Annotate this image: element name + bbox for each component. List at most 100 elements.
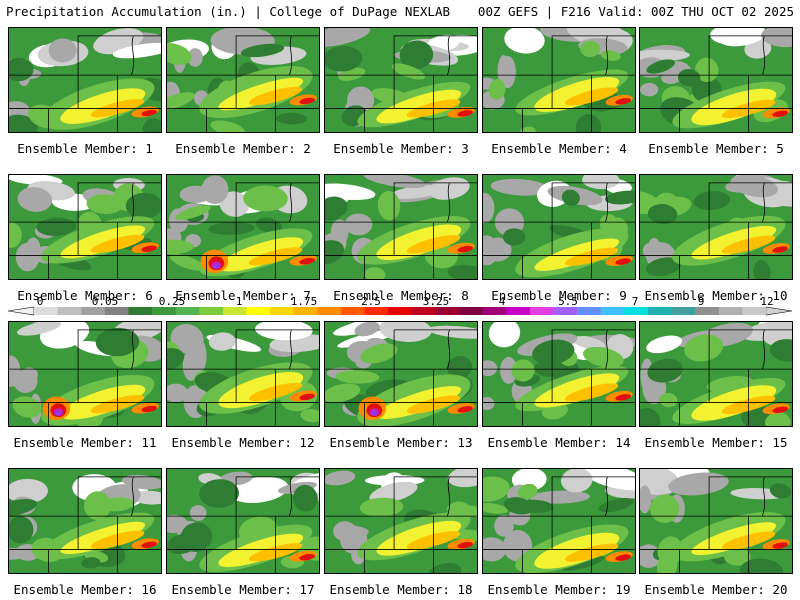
ensemble-member-map <box>324 321 478 427</box>
precip-map-graphic <box>325 28 477 132</box>
precip-map-graphic <box>483 175 635 279</box>
ensemble-member-label: Ensemble Member: 10 <box>644 288 788 303</box>
ensemble-member-label: Ensemble Member: 11 <box>13 435 157 450</box>
precip-map-graphic <box>640 322 792 426</box>
colorbar-swatch <box>340 307 365 315</box>
colorbar-swatch <box>577 307 602 315</box>
colorbar-tick-label: 12 <box>760 296 773 308</box>
ensemble-member-label: Ensemble Member: 20 <box>644 582 788 597</box>
ensemble-member-label: Ensemble Member: 16 <box>13 582 157 597</box>
ensemble-member-map <box>482 27 636 133</box>
colorbar-swatch <box>364 307 389 315</box>
precip-map-graphic <box>9 322 161 426</box>
colorbar-swatch <box>624 307 649 315</box>
colorbar-swatch <box>435 307 460 315</box>
ensemble-member-map <box>8 321 162 427</box>
ensemble-member-label: Ensemble Member: 19 <box>487 582 631 597</box>
colorbar-min-arrow <box>7 306 35 316</box>
colorbar-graphic: 0 0.05 0.25 1 1.75 2.5 3.25 4 5.5 7 9 12 <box>7 296 793 316</box>
colorbar-swatch <box>81 307 106 315</box>
colorbar-swatch <box>175 307 200 315</box>
colorbar-tick-label: 0.05 <box>92 296 119 308</box>
precip-map-graphic <box>325 175 477 279</box>
ensemble-member-map <box>8 468 162 574</box>
ensemble-member-label: Ensemble Member: 4 <box>491 141 627 156</box>
ensemble-member-label: Ensemble Member: 5 <box>648 141 784 156</box>
precip-map-graphic <box>640 175 792 279</box>
colorbar-swatch <box>482 307 507 315</box>
ensemble-member-map <box>166 468 320 574</box>
colorbar-swatch <box>529 307 554 315</box>
ensemble-member-map <box>482 468 636 574</box>
colorbar-swatch <box>671 307 696 315</box>
ensemble-member-label: Ensemble Member: 6 <box>17 288 153 303</box>
ensemble-member-map <box>639 174 793 280</box>
colorbar-tick-label: 0 <box>37 296 44 308</box>
colorbar-tick-label: 1.75 <box>291 296 318 308</box>
ensemble-member-label: Ensemble Member: 2 <box>175 141 311 156</box>
precip-map-graphic <box>167 175 319 279</box>
ensemble-member-map <box>639 321 793 427</box>
ensemble-member-map <box>639 468 793 574</box>
ensemble-member-map <box>166 321 320 427</box>
ensemble-member-label: Ensemble Member: 9 <box>491 288 627 303</box>
ensemble-member-map <box>8 174 162 280</box>
ensemble-member-map <box>482 321 636 427</box>
precip-colorbar: 0 0.05 0.25 1 1.75 2.5 3.25 4 5.5 7 9 12 <box>4 296 796 320</box>
colorbar-swatch <box>388 307 413 315</box>
ensemble-member-label: Ensemble Member: 3 <box>333 141 469 156</box>
ensemble-member-label: Ensemble Member: 13 <box>329 435 473 450</box>
colorbar-swatch <box>199 307 224 315</box>
precip-map-graphic <box>167 322 319 426</box>
ensemble-member-map <box>166 27 320 133</box>
ensemble-member-map <box>8 27 162 133</box>
model-run-valid-time: 00Z GEFS | F216 Valid: 00Z THU OCT 02 20… <box>477 4 794 19</box>
colorbar-swatch <box>293 307 318 315</box>
colorbar-tick-label: 3.25 <box>423 296 450 308</box>
precip-map-graphic <box>325 469 477 573</box>
colorbar-swatch <box>34 307 58 315</box>
colorbar-tick-label: 9 <box>698 296 705 308</box>
colorbar-swatch <box>152 307 176 315</box>
ensemble-member-label: Ensemble Member: 17 <box>171 582 315 597</box>
colorbar-swatch <box>742 307 767 315</box>
colorbar-swatch <box>270 307 295 315</box>
precip-map-graphic <box>167 469 319 573</box>
ensemble-member-label: Ensemble Member: 12 <box>171 435 315 450</box>
precip-map-graphic <box>325 322 477 426</box>
colorbar-tick-label: 2.5 <box>361 296 381 308</box>
ensemble-member-label: Ensemble Member: 14 <box>487 435 631 450</box>
colorbar-swatch <box>718 307 743 315</box>
ensemble-member-label: Ensemble Member: 7 <box>175 288 311 303</box>
colorbar-tick-label: 7 <box>632 296 639 308</box>
ensemble-member-label: Ensemble Member: 18 <box>329 582 473 597</box>
precip-map-graphic <box>483 322 635 426</box>
colorbar-swatch <box>459 307 483 315</box>
colorbar-swatch <box>246 307 271 315</box>
ensemble-member-label: Ensemble Member: 15 <box>644 435 788 450</box>
precip-map-graphic <box>483 28 635 132</box>
colorbar-swatch <box>317 307 342 315</box>
precip-map-graphic <box>640 28 792 132</box>
colorbar-swatch <box>600 307 625 315</box>
ensemble-member-label: Ensemble Member: 1 <box>17 141 153 156</box>
ensemble-member-map <box>482 174 636 280</box>
colorbar-swatch <box>222 307 247 315</box>
colorbar-tick-label: 5.5 <box>558 296 578 308</box>
colorbar-tick-label: 4 <box>499 296 506 308</box>
colorbar-max-arrow <box>765 306 793 316</box>
ensemble-member-map <box>324 27 478 133</box>
colorbar-swatch <box>553 307 578 315</box>
ensemble-member-map <box>324 468 478 574</box>
colorbar-tick-label: 0.25 <box>159 296 186 308</box>
precip-map-graphic <box>167 28 319 132</box>
precip-map-graphic <box>9 28 161 132</box>
ensemble-member-map <box>166 174 320 280</box>
ensemble-member-map <box>324 174 478 280</box>
colorbar-swatch <box>104 307 129 315</box>
colorbar-swatch <box>57 307 82 315</box>
colorbar-tick-label: 1 <box>236 296 243 308</box>
colorbar-swatch <box>411 307 436 315</box>
precip-map-graphic <box>640 469 792 573</box>
map-title: Precipitation Accumulation (in.) | Colle… <box>6 4 451 19</box>
